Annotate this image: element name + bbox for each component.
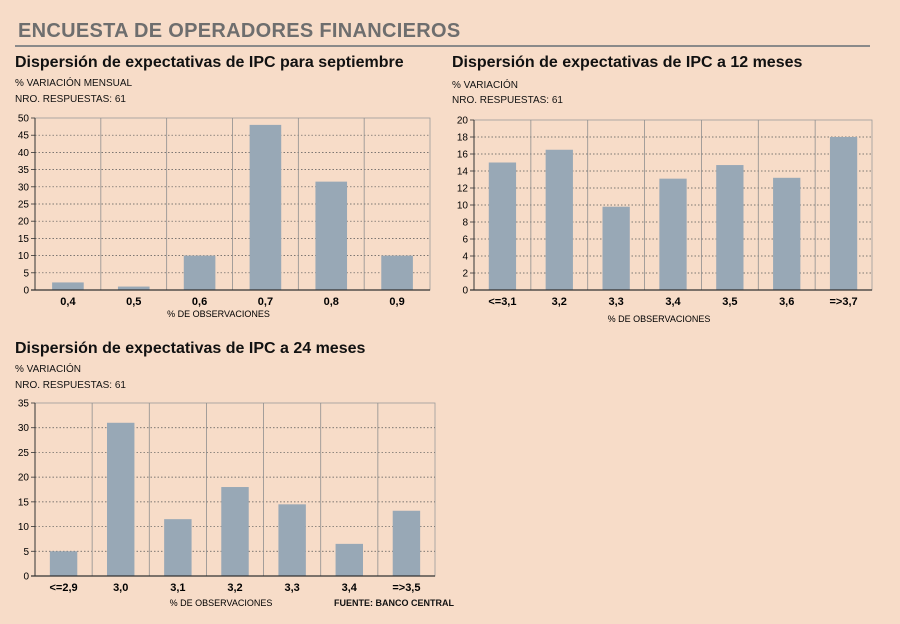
x-axis-label: % DE OBSERVACIONES (167, 309, 270, 319)
y-tick-label: 6 (462, 235, 468, 246)
bar (183, 255, 216, 290)
y-tick-label: 30 (18, 423, 30, 434)
x-tick-label: 0,4 (60, 296, 76, 308)
y-tick-label: 25 (18, 448, 30, 459)
chart-note: NRO. RESPUESTAS: 61 (15, 94, 126, 105)
chart-title: Dispersión de expectativas de IPC para s… (15, 54, 404, 71)
chart-note: NRO. RESPUESTAS: 61 (15, 380, 126, 391)
x-tick-label: 0,7 (258, 296, 273, 308)
bar (315, 181, 348, 290)
x-tick-label: 3,2 (552, 296, 567, 308)
x-tick-label: 0,9 (389, 296, 404, 308)
chart-panel-12-meses: Dispersión de expectativas de IPC a 12 m… (452, 54, 882, 334)
bar (117, 286, 150, 290)
y-tick-label: 0 (23, 286, 29, 297)
y-tick-label: 50 (18, 114, 30, 125)
bar (602, 206, 630, 290)
bar (381, 255, 413, 290)
x-tick-label: 3,4 (342, 582, 358, 594)
x-tick-label: =>3,7 (830, 296, 858, 308)
header-divider (15, 45, 870, 47)
bar-chart-septiembre: 0 5 10 15 20 25 30 35 40 45 50 0,4 0,5 0,6 0,7 0,8 0,9 % … (18, 114, 431, 319)
x-tick-label: 0,5 (126, 296, 141, 308)
chart-ylabel: % VARIACIÓN (452, 80, 518, 91)
x-axis-label: % DE OBSERVACIONES (608, 314, 711, 324)
bar (107, 422, 135, 576)
y-tick-label: 12 (457, 184, 469, 195)
y-tick-label: 14 (457, 167, 469, 178)
x-tick-label: 0,6 (192, 296, 207, 308)
x-tick-label: 3,5 (722, 296, 737, 308)
y-tick-label: 8 (462, 218, 468, 229)
y-tick-label: 5 (23, 547, 29, 558)
y-tick-label: 20 (457, 116, 469, 127)
bar (52, 282, 84, 290)
x-tick-label: 3,3 (608, 296, 623, 308)
y-tick-label: 0 (23, 572, 29, 583)
bar (773, 177, 801, 290)
y-tick-label: 10 (18, 522, 30, 533)
y-tick-label: 35 (18, 165, 30, 176)
x-tick-label: 3,0 (113, 582, 128, 594)
x-tick-label: 3,2 (227, 582, 242, 594)
x-tick-label: <=3,1 (488, 296, 516, 308)
chart-title: Dispersión de expectativas de IPC a 12 m… (452, 54, 803, 71)
y-tick-label: 10 (457, 201, 469, 212)
y-tick-label: 4 (462, 252, 468, 263)
y-tick-label: 0 (462, 286, 468, 297)
x-axis-label: % DE OBSERVACIONES (170, 598, 273, 608)
bar (488, 162, 517, 290)
bar (659, 178, 687, 290)
y-tick-label: 10 (18, 251, 30, 262)
x-tick-label: 3,1 (170, 582, 185, 594)
chart-panel-24-meses: Dispersión de expectativas de IPC a 24 m… (15, 340, 445, 615)
y-tick-label: 16 (457, 150, 469, 161)
bar (392, 510, 421, 576)
bar (716, 165, 744, 290)
y-tick-label: 20 (18, 217, 30, 228)
chart-title: Dispersión de expectativas de IPC a 24 m… (15, 340, 366, 357)
y-tick-label: 45 (18, 131, 30, 142)
bar (221, 487, 249, 576)
bar (545, 149, 573, 290)
y-tick-label: 18 (457, 133, 469, 144)
chart-note: NRO. RESPUESTAS: 61 (452, 95, 563, 106)
x-tick-label: 3,3 (284, 582, 299, 594)
y-tick-label: 2 (462, 269, 468, 280)
chart-ylabel: % VARIACIÓN (15, 364, 81, 375)
source-note: FUENTE: BANCO CENTRAL (334, 598, 454, 608)
bar (249, 124, 282, 290)
y-tick-label: 35 (18, 399, 30, 410)
y-tick-label: 30 (18, 182, 30, 193)
y-tick-label: 15 (18, 497, 30, 508)
x-tick-label: 0,8 (324, 296, 339, 308)
y-tick-label: 25 (18, 200, 30, 211)
x-tick-label: =>3,5 (392, 582, 420, 594)
bar (278, 504, 306, 576)
bar (164, 519, 192, 576)
chart-panel-septiembre: Dispersión de expectativas de IPC para s… (15, 54, 445, 324)
bar-chart-12-meses: 0 2 4 6 8 10 12 14 16 18 20 <=3,1 3,2 3,3 3,4 3,5 3,6 =>3… (457, 116, 873, 324)
y-tick-label: 15 (18, 234, 30, 245)
bar-chart-24-meses: 0 5 10 15 20 25 30 35 <=2,9 3,0 3,1 3,2 3,3 3,4 =>3,5%… (18, 399, 436, 608)
x-tick-label: 3,6 (779, 296, 794, 308)
y-tick-label: 20 (18, 473, 30, 484)
page-title: ENCUESTA DE OPERADORES FINANCIEROS (18, 20, 461, 42)
bar (335, 543, 363, 576)
bar (49, 551, 78, 576)
chart-ylabel: % VARIACIÓN MENSUAL (15, 78, 133, 89)
x-tick-label: 3,4 (665, 296, 681, 308)
bar (829, 137, 858, 290)
y-tick-label: 5 (23, 268, 29, 279)
y-tick-label: 40 (18, 148, 30, 159)
x-tick-label: <=2,9 (50, 582, 78, 594)
